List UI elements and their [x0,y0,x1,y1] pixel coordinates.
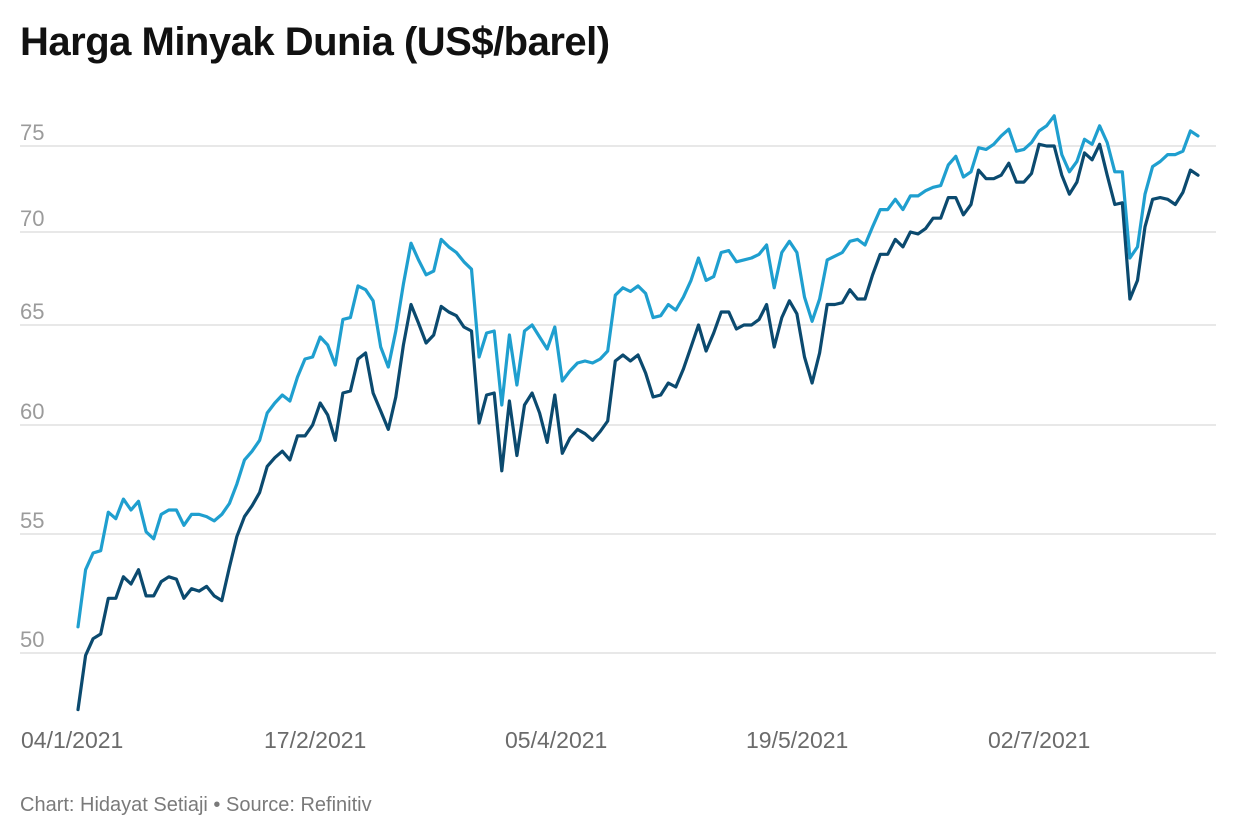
x-tick-label: 02/7/2021 [988,727,1090,753]
x-tick-label: 04/1/2021 [21,727,123,753]
chart-title: Harga Minyak Dunia (US$/barel) [20,20,610,64]
y-tick-label: 70 [20,206,44,231]
series-line-1 [76,114,1200,629]
x-tick-label: 19/5/2021 [746,727,848,753]
line-chart: 50 55 60 65 70 75 04/1/2021 17/2/2021 05/4/2021… [20,114,1216,753]
chart-source: Source: Refinitiv [226,794,372,816]
y-tick-label: 75 [20,120,44,145]
y-tick-label: 65 [20,299,44,324]
chart-footer: Chart: Hidayat Setiaji • Source: Refinit… [20,794,372,817]
footer-separator: • [207,794,226,816]
chart-credit: Chart: Hidayat Setiaji [20,794,208,816]
y-tick-label: 50 [20,627,44,652]
series-lines [76,114,1200,712]
x-tick-label: 05/4/2021 [505,727,607,753]
y-tick-label: 55 [20,508,44,533]
x-axis-ticks: 04/1/2021 17/2/2021 05/4/2021 19/5/2021 02/7… [21,727,1090,753]
y-axis-ticks: 50 55 60 65 70 75 [20,120,44,652]
x-tick-label: 17/2/2021 [264,727,366,753]
series-line-2 [76,142,1200,712]
y-tick-label: 60 [20,399,44,424]
grid-lines [20,145,1216,654]
